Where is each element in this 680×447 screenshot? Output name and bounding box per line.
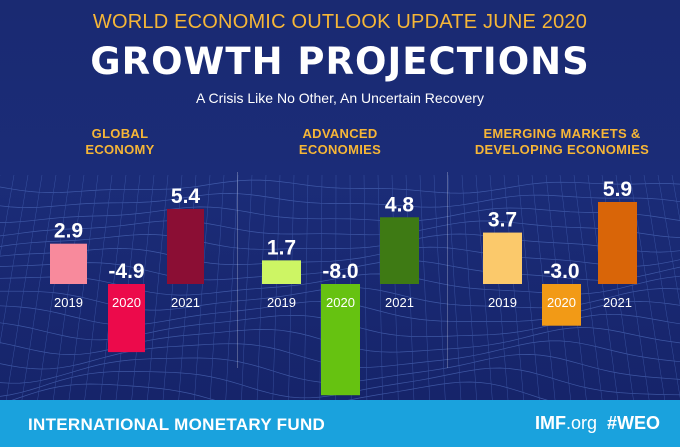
bar xyxy=(483,232,522,284)
tick-label: 2019 xyxy=(54,295,83,310)
panel-divider xyxy=(237,172,238,368)
panel-label-emerging: EMERGING MARKETS & DEVELOPING ECONOMIES xyxy=(474,126,650,157)
data-label: -8.0 xyxy=(322,260,358,283)
data-label: 4.8 xyxy=(385,193,415,216)
bar xyxy=(108,284,145,353)
tick-label: 2019 xyxy=(488,295,517,310)
site-link-bold[interactable]: IMF xyxy=(534,413,566,433)
data-label: 5.4 xyxy=(171,185,201,208)
footer-bar: INTERNATIONAL MONETARY FUND IMF.org #WEO xyxy=(0,400,680,447)
tick-label: 2020 xyxy=(326,295,355,310)
data-label: 3.7 xyxy=(488,209,517,232)
bar xyxy=(167,208,204,284)
tick-label: 2019 xyxy=(267,295,296,310)
bar xyxy=(598,201,637,284)
growth-bar-charts: 2.9 2019 -4.9 2020 5.4 2021 1.7 2019 -8.0 2020 4.8… xyxy=(50,178,637,396)
data-label: 5.9 xyxy=(603,178,632,201)
tick-label: 2021 xyxy=(171,295,200,310)
panel-label-global: GLOBAL ECONOMY xyxy=(85,126,155,157)
hashtag: #WEO xyxy=(606,413,660,433)
bar xyxy=(380,217,419,284)
bar xyxy=(321,284,360,396)
bar xyxy=(50,243,87,284)
organization-name: INTERNATIONAL MONETARY FUND xyxy=(28,415,326,434)
bar xyxy=(262,260,301,284)
tick-label: 2020 xyxy=(547,295,576,310)
panel-label-advanced: ADVANCED ECONOMIES xyxy=(298,126,382,157)
bar xyxy=(542,284,581,326)
data-label: -3.0 xyxy=(543,260,579,283)
page-title: GROWTH PROJECTIONS xyxy=(90,40,590,83)
tick-label: 2021 xyxy=(385,295,414,310)
site-link-suffix[interactable]: .org xyxy=(565,413,597,433)
tick-label: 2020 xyxy=(112,295,141,310)
data-label: 2.9 xyxy=(54,220,83,243)
tick-label: 2021 xyxy=(603,295,632,310)
tagline: A Crisis Like No Other, An Uncertain Rec… xyxy=(196,90,484,106)
data-label: 1.7 xyxy=(267,236,296,259)
edition-title: WORLD ECONOMIC OUTLOOK UPDATE JUNE 2020 xyxy=(92,11,588,33)
data-label: -4.9 xyxy=(108,260,144,283)
panel-divider xyxy=(447,172,448,368)
footer-links: IMF.org #WEO xyxy=(535,413,660,434)
